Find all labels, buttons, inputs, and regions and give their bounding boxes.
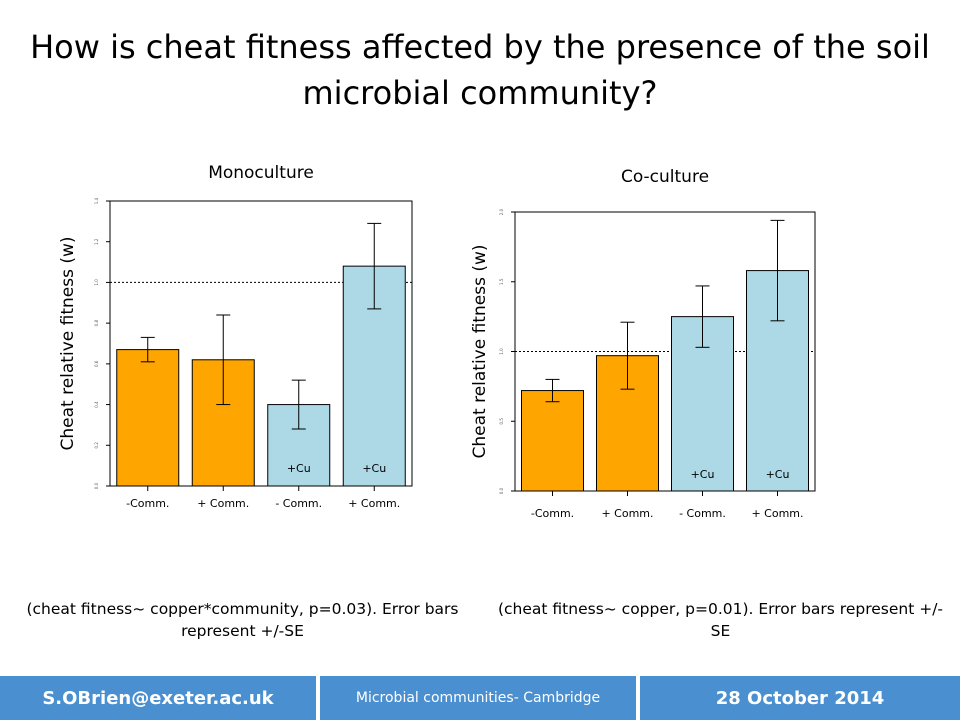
- chart-title: Monoculture: [208, 163, 314, 183]
- x-tick-label: + Comm.: [197, 497, 249, 510]
- x-tick-label: - Comm.: [679, 507, 726, 520]
- y-axis-label: Cheat relative fitness (w): [470, 244, 490, 458]
- y-tick-label: 1.0: [94, 279, 99, 286]
- footer-bar: S.OBrien@exeter.ac.uk Microbial communit…: [0, 676, 960, 720]
- y-tick-label: 0.2: [94, 442, 99, 449]
- footer-date: 28 October 2014: [638, 676, 960, 720]
- y-tick-label: 0.5: [499, 418, 504, 425]
- y-tick-label: 1.4: [94, 197, 99, 204]
- x-tick-label: - Comm.: [275, 497, 322, 510]
- y-tick-label: 2.0: [499, 208, 504, 215]
- x-tick-label: + Comm.: [601, 507, 653, 520]
- y-tick-label: 0.8: [94, 320, 99, 327]
- caption-left: (cheat fitness~ copper*community, p=0.03…: [26, 600, 459, 640]
- y-tick-label: 1.5: [499, 278, 504, 285]
- chart-0: Monoculture Cheat relative fitness (w) 0.0…: [58, 163, 413, 510]
- chart-1: Co-culture Cheat relative fitness (w) 0.0 0…: [470, 167, 816, 520]
- x-tick-label: -Comm.: [126, 497, 169, 510]
- slide-title: How is cheat fitness affected by the pre…: [30, 28, 930, 112]
- y-axis-label: Cheat relative fitness (w): [58, 236, 78, 450]
- plot-frame: [109, 200, 413, 487]
- y-tick-label: 0.6: [94, 360, 99, 367]
- chart-title: Co-culture: [621, 167, 709, 187]
- y-tick-label: 0.0: [94, 482, 99, 489]
- bar-tag: +Cu: [362, 462, 386, 475]
- caption-right: (cheat fitness~ copper, p=0.01). Error b…: [497, 600, 944, 640]
- x-tick-label: -Comm.: [531, 507, 574, 520]
- bar-0: [521, 390, 584, 492]
- bar-tag: +Cu: [287, 462, 311, 475]
- bar-tag: +Cu: [691, 468, 715, 481]
- footer-email[interactable]: S.OBrien@exeter.ac.uk: [0, 676, 318, 720]
- y-tick-label: 0.4: [94, 401, 99, 408]
- x-tick-label: + Comm.: [751, 507, 803, 520]
- y-tick-label: 0.0: [499, 487, 504, 494]
- footer-event: Microbial communities- Cambridge: [318, 676, 638, 720]
- y-tick-label: 1.2: [94, 238, 99, 245]
- charts-canvas: Monoculture Cheat relative fitness (w) 0.0…: [58, 163, 816, 520]
- y-tick-label: 1.0: [499, 348, 504, 355]
- bar-tag: +Cu: [766, 468, 790, 481]
- x-tick-label: + Comm.: [348, 497, 400, 510]
- bar-0: [116, 349, 180, 487]
